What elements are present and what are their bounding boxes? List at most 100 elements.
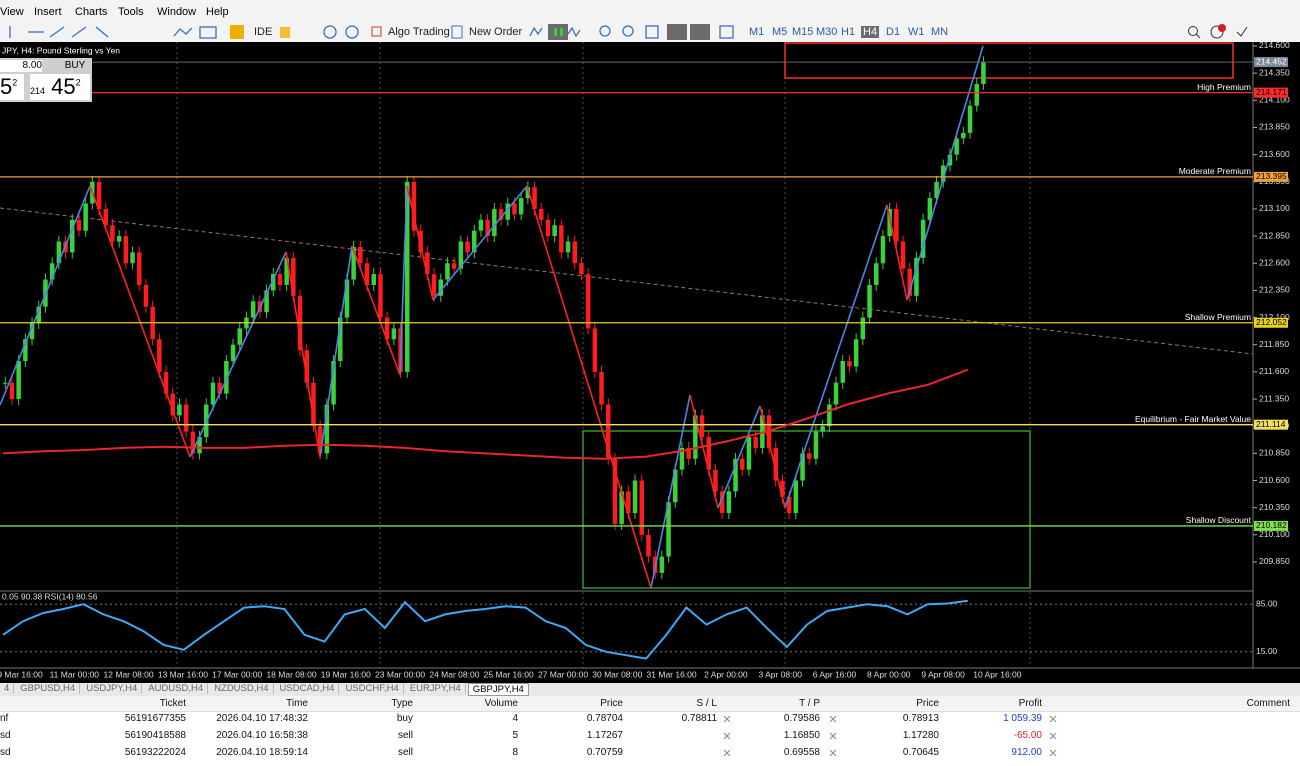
current-price: 214.452 <box>1256 56 1287 66</box>
candle <box>746 437 752 470</box>
timeframe-button[interactable]: M15 <box>792 26 814 38</box>
cell: 0.78704 <box>586 713 623 724</box>
cell: 0.70759 <box>586 747 623 758</box>
candle <box>699 415 705 438</box>
candle <box>760 415 765 448</box>
candle <box>83 203 88 231</box>
close-icon[interactable] <box>1049 749 1057 757</box>
candle <box>116 236 122 242</box>
x-tick-label: 19 Mar 16:00 <box>321 669 371 679</box>
cell: 56193222024 <box>124 747 186 758</box>
y-tick-label: 212.600 <box>1259 258 1290 268</box>
timeframe-button[interactable]: D1 <box>886 26 901 38</box>
chart-tab[interactable]: USDCHF,H4 <box>341 683 404 694</box>
candle <box>3 382 8 384</box>
ide-button[interactable]: IDE <box>254 26 273 38</box>
y-tick-label: 210.100 <box>1259 529 1290 539</box>
candle <box>927 198 933 220</box>
chart-tab[interactable]: 4 <box>0 683 15 694</box>
chart-tab[interactable]: EURJPY,H4 <box>406 683 466 694</box>
chart-tab[interactable]: GBPUSD,H4 <box>16 683 81 694</box>
candle <box>458 241 464 269</box>
candle <box>673 469 678 503</box>
candle <box>907 268 912 296</box>
candle <box>512 203 517 215</box>
ask-big: 45 <box>51 74 76 99</box>
x-tick-label: 30 Mar 08:00 <box>592 669 642 679</box>
candle <box>954 138 959 155</box>
column-header: Price <box>916 698 939 709</box>
y-tick-label: 213.600 <box>1259 149 1290 159</box>
timeframe-button[interactable]: W1 <box>908 26 925 38</box>
close-icon-stroke <box>1049 749 1057 757</box>
chart-tab[interactable]: AUDUSD,H4 <box>144 683 209 694</box>
candle <box>559 225 564 253</box>
timeframe-button[interactable]: H4 <box>861 26 880 38</box>
rsi-tick-label: 85.00 <box>1256 598 1278 608</box>
candle <box>807 453 812 459</box>
timeframe-button[interactable]: M30 <box>816 26 838 38</box>
cell: 8 <box>512 747 518 758</box>
timeframe-button[interactable]: M1 <box>749 26 765 38</box>
volume[interactable]: 8.00 <box>0 60 42 72</box>
candle <box>974 84 979 106</box>
close-icon[interactable] <box>723 715 731 723</box>
cell: 2026.04.10 17:48:32 <box>216 713 308 724</box>
close-icon[interactable] <box>829 732 837 740</box>
candle <box>324 404 330 454</box>
timeframe-button[interactable]: H1 <box>841 26 856 38</box>
buy-button[interactable]: BUY <box>64 60 86 71</box>
algo-trading-button[interactable]: Algo Trading <box>388 26 450 38</box>
candle <box>103 208 108 226</box>
candle <box>606 404 611 459</box>
y-tick-label: 211.850 <box>1259 339 1289 349</box>
close-icon[interactable] <box>723 732 731 740</box>
chart-tab[interactable]: GBPJPY,H4 <box>467 683 529 696</box>
column-header: S / L <box>696 698 717 709</box>
menu-item[interactable]: View <box>0 6 24 18</box>
bid-price[interactable]: 52 <box>0 74 24 100</box>
level-name: Equilibrium - Fair Market Value <box>1135 414 1251 424</box>
level-price-box <box>1254 87 1288 98</box>
menu-item[interactable]: Tools <box>118 6 144 18</box>
candle <box>344 279 350 318</box>
symbol: nf <box>0 713 9 724</box>
candle <box>813 431 819 459</box>
menu-item[interactable]: Insert <box>34 6 62 18</box>
y-tick-label: 212.350 <box>1259 285 1290 295</box>
chart-tabs: 4 GBPUSD,H4 USDJPY,H4 AUDUSD,H4 NZDUSD,H4 USD… <box>0 683 1300 696</box>
close-icon-stroke <box>1049 732 1057 740</box>
x-tick-label: 9 Apr 08:00 <box>921 669 965 679</box>
candle <box>418 230 423 253</box>
timeframe-button[interactable]: M5 <box>772 26 788 38</box>
candle <box>753 437 758 448</box>
y-tick-label: 214.100 <box>1259 95 1290 105</box>
candle <box>411 181 417 231</box>
candle <box>599 371 604 405</box>
menu-item[interactable]: Charts <box>75 6 108 18</box>
close-icon[interactable] <box>829 715 837 723</box>
timeframe-button[interactable]: MN <box>931 26 949 38</box>
close-icon[interactable] <box>1049 715 1057 723</box>
candle <box>9 382 15 400</box>
candle <box>833 382 839 405</box>
new-order-button[interactable]: New Order <box>469 26 523 38</box>
close-icon[interactable] <box>723 749 731 757</box>
candle <box>867 284 872 318</box>
candle <box>900 241 906 269</box>
candle <box>592 328 598 372</box>
candle <box>130 252 135 264</box>
candle <box>920 219 926 258</box>
close-icon[interactable] <box>1049 732 1057 740</box>
chart-tab[interactable]: USDCAD,H4 <box>276 683 340 694</box>
chart-tab[interactable]: USDJPY,H4 <box>82 683 143 694</box>
candle <box>552 225 557 237</box>
menu-item[interactable]: Help <box>206 6 229 18</box>
ask-price[interactable]: 214 452 <box>30 74 90 100</box>
candle <box>773 447 778 481</box>
close-icon[interactable] <box>829 749 837 757</box>
chart-tab[interactable]: NZDUSD,H4 <box>210 683 274 694</box>
column-header: Profit <box>1018 698 1042 709</box>
column-header: Time <box>286 698 308 709</box>
menu-item[interactable]: Window <box>157 6 197 18</box>
